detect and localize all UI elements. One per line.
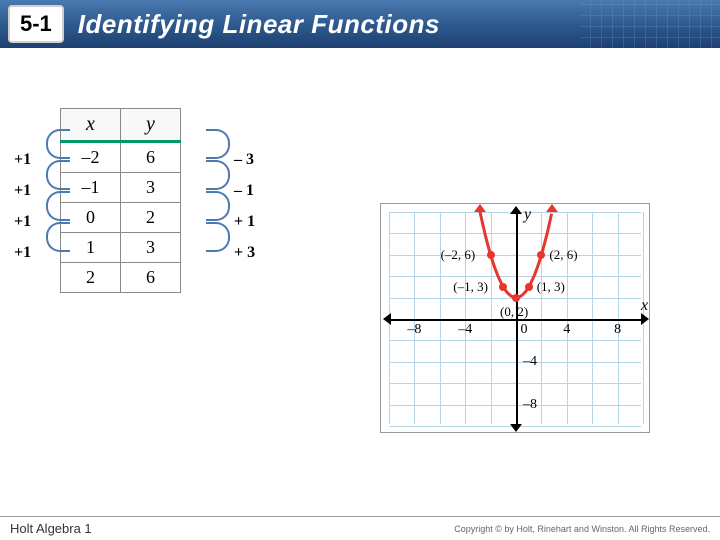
- x-delta: +1: [14, 144, 31, 175]
- table-cell: 6: [121, 263, 181, 293]
- y-delta: + 3: [234, 237, 255, 268]
- y-delta: – 3: [234, 144, 255, 175]
- data-point: [537, 251, 545, 259]
- section-number-box: 5-1: [8, 5, 64, 43]
- x-deltas-column: +1+1+1+1: [14, 144, 31, 268]
- y-delta: – 1: [234, 175, 255, 206]
- table-row: 13: [61, 233, 181, 263]
- footer-copyright: Copyright © by Holt, Rinehart and Winsto…: [454, 524, 710, 534]
- col-header-y: y: [121, 109, 181, 142]
- content-area: x y –26–13021326 +1+1+1+1 – 3– 1+ 1+ 3 –…: [0, 48, 720, 108]
- y-delta: + 1: [234, 206, 255, 237]
- graph-grid: –8–4048–8–4xy(–2, 6)(–1, 3)(0, 2)(1, 3)(…: [389, 212, 641, 424]
- table-cell: 2: [121, 203, 181, 233]
- data-point: [487, 251, 495, 259]
- x-delta: +1: [14, 206, 31, 237]
- page-title: Identifying Linear Functions: [78, 9, 440, 40]
- x-delta: +1: [14, 175, 31, 206]
- table-cell: 2: [61, 263, 121, 293]
- y-deltas-column: – 3– 1+ 1+ 3: [234, 144, 255, 268]
- data-point: [525, 283, 533, 291]
- point-label: (–1, 3): [453, 279, 488, 295]
- table-row: –13: [61, 173, 181, 203]
- table-row: 02: [61, 203, 181, 233]
- xy-table-container: x y –26–13021326: [60, 108, 181, 293]
- header-grid-decoration: [580, 0, 720, 48]
- footer-bar: Holt Algebra 1 Copyright © by Holt, Rine…: [0, 516, 720, 540]
- data-point: [499, 283, 507, 291]
- footer-book-title: Holt Algebra 1: [10, 521, 92, 536]
- point-label: (–2, 6): [441, 247, 476, 263]
- point-label: (0, 2): [500, 304, 528, 320]
- table-cell: 6: [121, 142, 181, 173]
- point-label: (2, 6): [549, 247, 577, 263]
- table-cell: 3: [121, 233, 181, 263]
- table-row: –26: [61, 142, 181, 173]
- point-label: (1, 3): [537, 279, 565, 295]
- header-bar: 5-1 Identifying Linear Functions: [0, 0, 720, 48]
- table-row: 26: [61, 263, 181, 293]
- x-delta: +1: [14, 237, 31, 268]
- table-cell: 3: [121, 173, 181, 203]
- parabola-graph: –8–4048–8–4xy(–2, 6)(–1, 3)(0, 2)(1, 3)(…: [380, 203, 650, 433]
- data-point: [512, 294, 520, 302]
- xy-table: x y –26–13021326: [60, 108, 181, 293]
